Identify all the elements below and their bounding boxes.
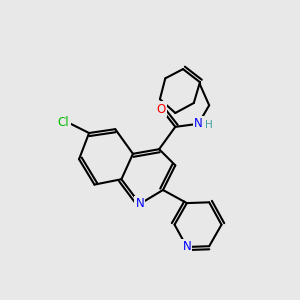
Text: H: H bbox=[205, 119, 212, 130]
Text: Cl: Cl bbox=[58, 116, 70, 129]
Text: N: N bbox=[194, 117, 203, 130]
Text: N: N bbox=[136, 197, 144, 210]
Text: O: O bbox=[157, 103, 166, 116]
Text: N: N bbox=[182, 241, 191, 254]
